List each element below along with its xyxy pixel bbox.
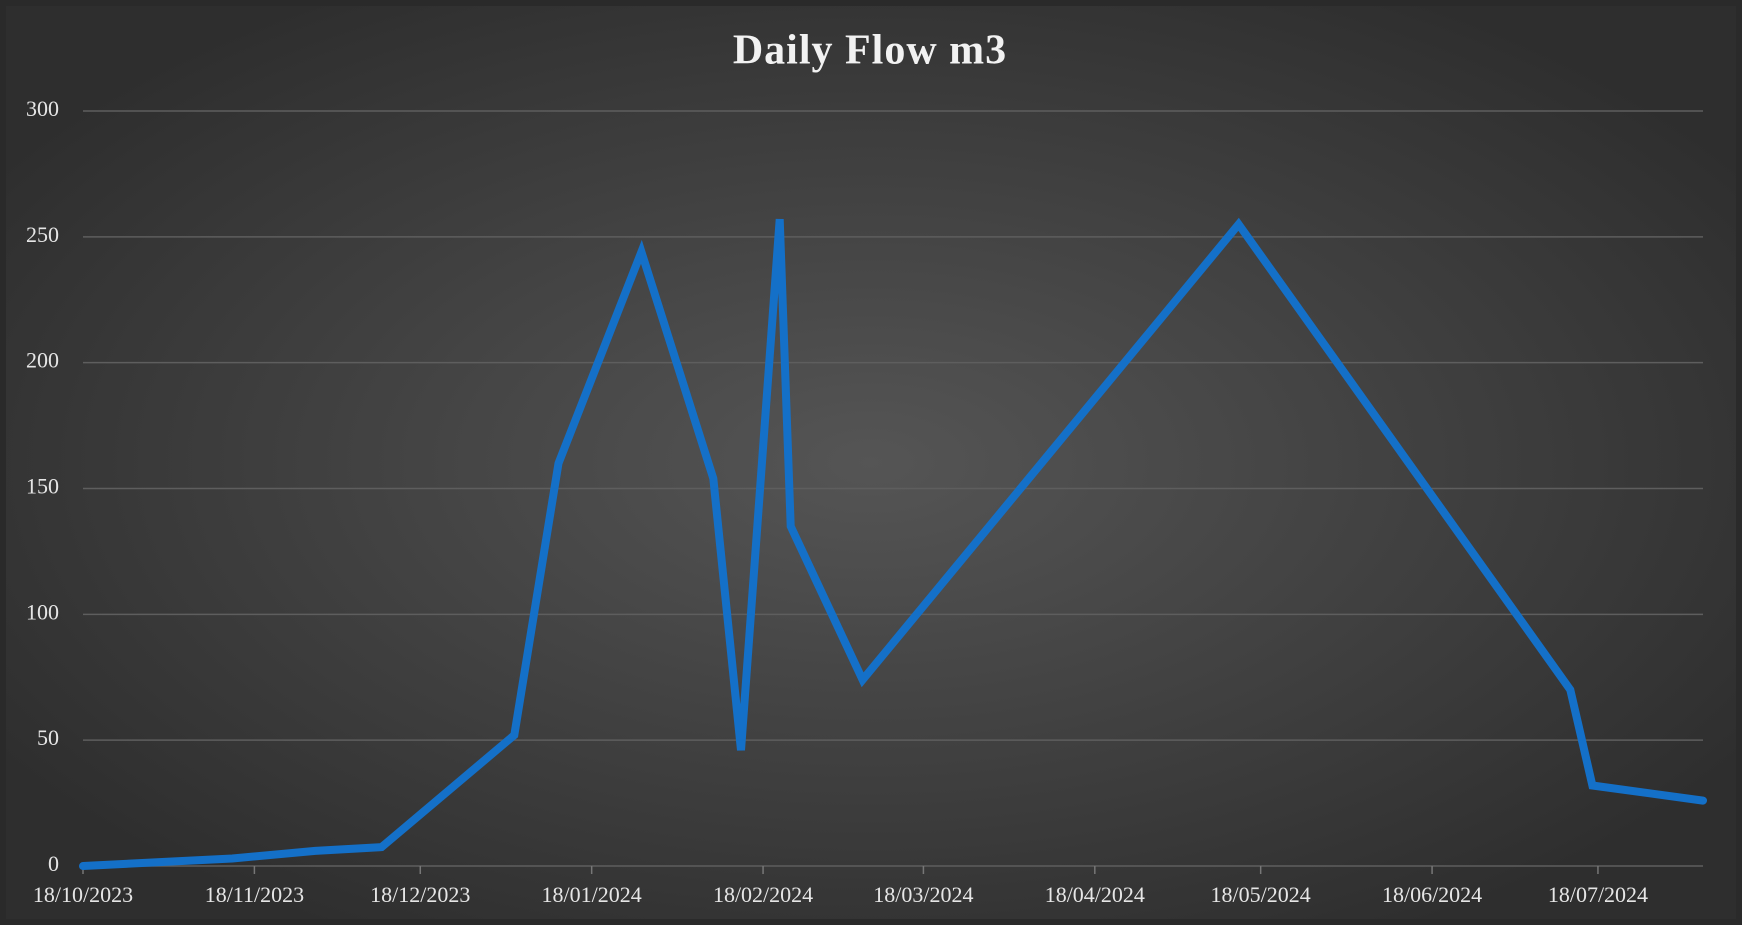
data-line bbox=[79, 217, 1707, 870]
x-tick-label: 18/12/2023 bbox=[370, 882, 470, 907]
y-tick-label: 150 bbox=[26, 474, 59, 499]
chart-title: Daily Flow m3 bbox=[733, 28, 1007, 74]
y-tick-label: 0 bbox=[48, 851, 59, 876]
chart-background bbox=[6, 6, 1736, 919]
x-tick-label: 18/01/2024 bbox=[542, 882, 642, 907]
x-tick-label: 18/04/2024 bbox=[1045, 882, 1145, 907]
x-tick-label: 18/07/2024 bbox=[1548, 882, 1648, 907]
y-tick-label: 50 bbox=[37, 725, 59, 750]
x-tick-label: 18/06/2024 bbox=[1382, 882, 1482, 907]
y-tick-label: 100 bbox=[26, 599, 59, 624]
y-tick-label: 250 bbox=[26, 222, 59, 247]
x-tick-label: 18/10/2023 bbox=[33, 882, 133, 907]
x-tick-label: 18/03/2024 bbox=[873, 882, 973, 907]
x-tick-label: 18/05/2024 bbox=[1211, 882, 1311, 907]
y-tick-label: 300 bbox=[26, 96, 59, 121]
y-tick-label: 200 bbox=[26, 348, 59, 373]
x-tick-label: 18/02/2024 bbox=[713, 882, 813, 907]
x-tick-label: 18/11/2023 bbox=[205, 882, 304, 907]
